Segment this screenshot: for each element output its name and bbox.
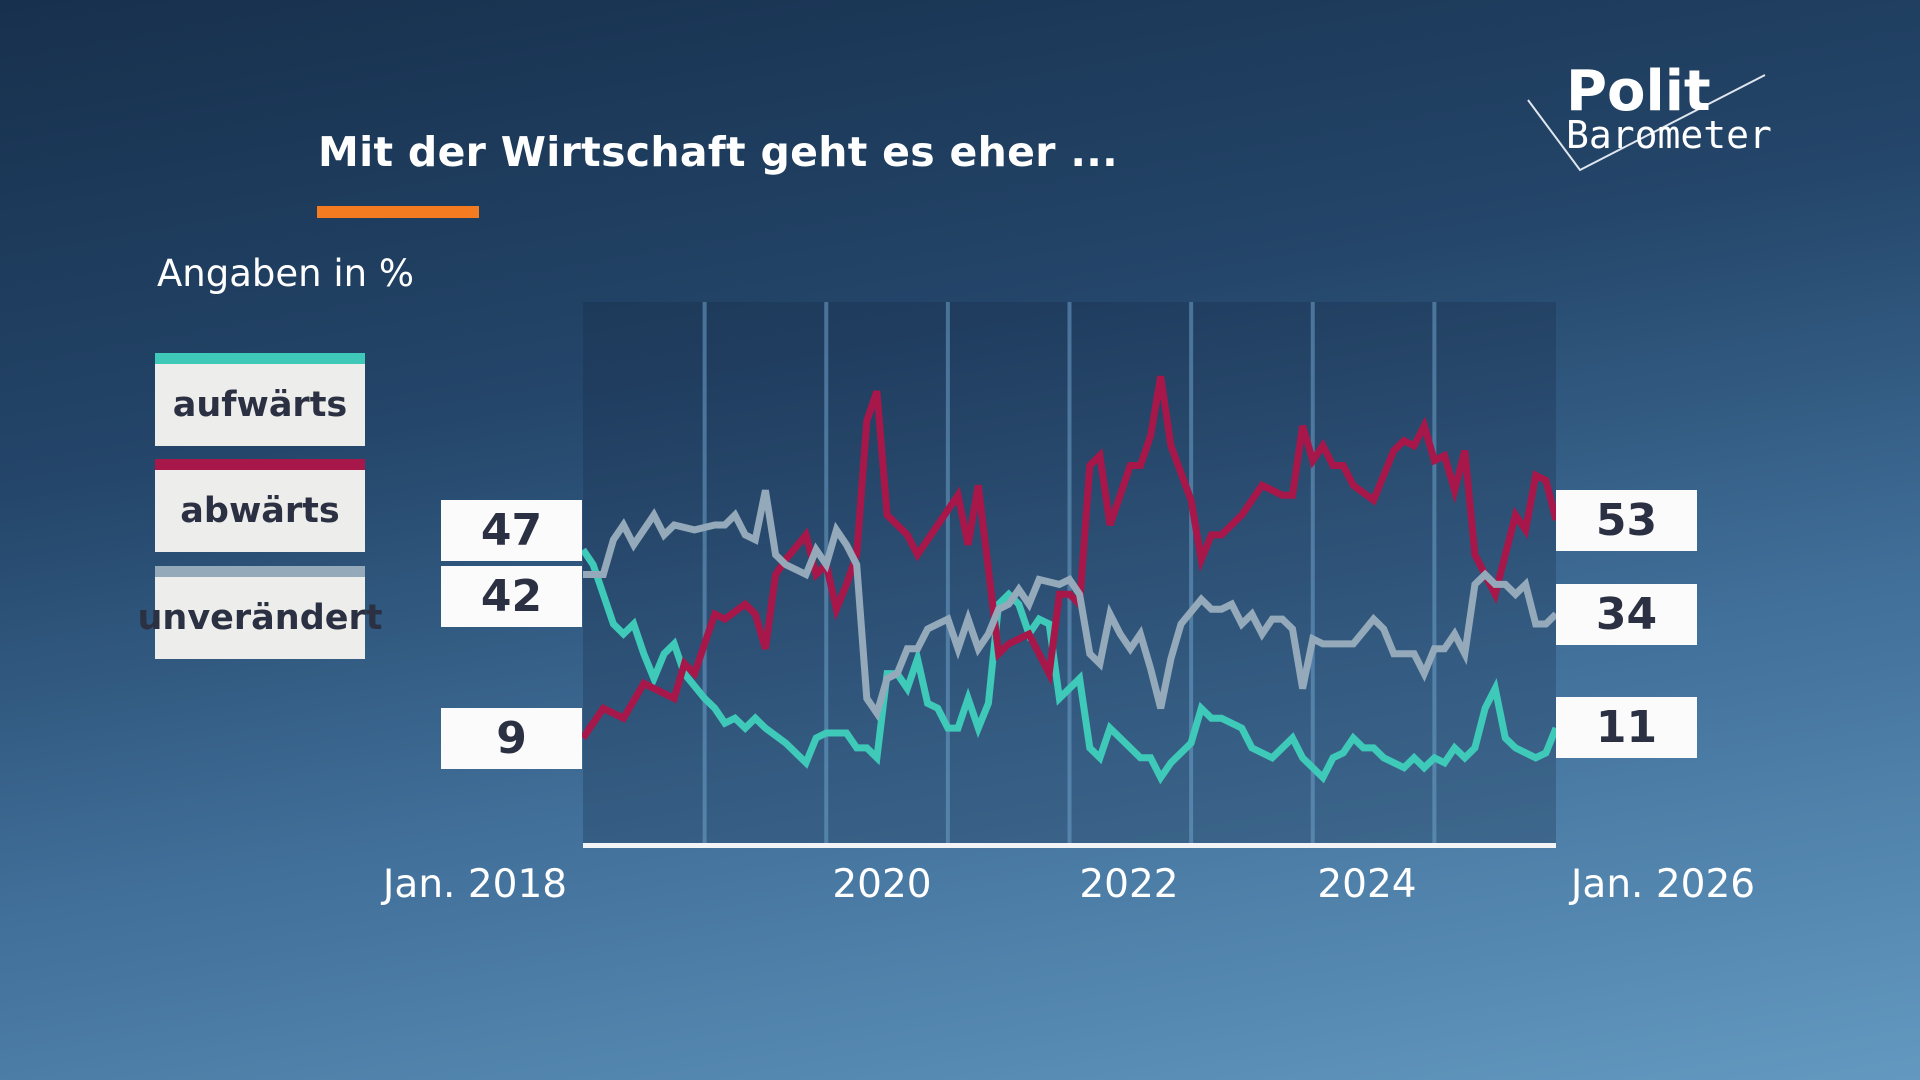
logo-check-icon — [1527, 74, 1766, 172]
legend-item-unveraendert: unverändert — [138, 577, 382, 659]
title-accent-bar — [317, 206, 479, 218]
legend-color-abwaerts — [155, 459, 365, 470]
chart-title: Mit der Wirtschaft geht es eher ... — [318, 128, 1118, 176]
logo-text-barometer: Barometer — [1566, 113, 1772, 157]
x-tick-label: Jan. 2018 — [382, 862, 568, 907]
start-value-abwaerts: 9 — [441, 708, 582, 769]
end-value-unveraendert: 34 — [1556, 584, 1697, 645]
x-axis-line — [583, 843, 1556, 848]
x-tick-label: 2020 — [832, 862, 932, 907]
x-tick-label: 2024 — [1317, 862, 1417, 907]
legend-color-unveraendert — [155, 566, 365, 577]
end-value-abwaerts: 53 — [1556, 490, 1697, 551]
unit-label: Angaben in % — [157, 252, 415, 295]
legend-color-aufwaerts — [155, 353, 365, 364]
legend-item-abwaerts: abwärts — [155, 470, 365, 552]
logo-text-polit: Polit — [1566, 59, 1711, 124]
end-value-aufwaerts: 11 — [1556, 697, 1697, 758]
start-value-unveraendert: 42 — [441, 566, 582, 627]
series-line-abwaerts — [580, 375, 1560, 740]
series-line-unveraendert — [583, 489, 1559, 722]
legend-item-aufwaerts: aufwärts — [155, 364, 365, 446]
x-tick-label: 2022 — [1079, 862, 1179, 907]
politbarometer-logo: Polit Barometer — [1520, 55, 1780, 175]
start-value-aufwaerts: 47 — [441, 500, 582, 561]
x-tick-label: Jan. 2026 — [1570, 862, 1756, 907]
